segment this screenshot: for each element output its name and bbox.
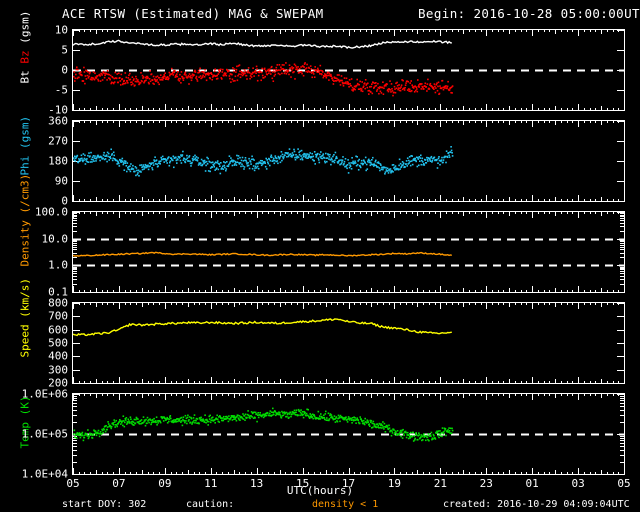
ytick-label: 1.0E+04: [21, 467, 68, 481]
yticklabels-speed: 800 700 600 500 400 300 200: [0, 298, 68, 389]
footer-caution-label: caution:: [186, 499, 235, 510]
series-bz: [73, 62, 454, 97]
xtick-label: 03: [571, 477, 585, 490]
series-bt: [73, 39, 452, 49]
footer-created: created: 2016-10-29 04:09:04UTC: [443, 499, 630, 510]
ytick-label: 0: [61, 194, 68, 208]
ytick-label: 10.0: [41, 232, 69, 246]
begin-timestamp: Begin: 2016-10-28 05:00:00UTC: [418, 6, 640, 21]
ytick-label: -10: [48, 103, 68, 117]
xtick-label: 21: [433, 477, 447, 490]
plot-canvas-phi: [73, 121, 624, 201]
ytick-label: 270: [48, 134, 68, 148]
ytick-label: 0.1: [48, 285, 68, 299]
xtick-label: 01: [525, 477, 539, 490]
xtick-label: 19: [387, 477, 402, 490]
ytick-label: 90: [54, 174, 68, 188]
xtick-label: 13: [250, 477, 264, 490]
ytick-label: 400: [48, 349, 68, 363]
ytick-label: 0: [61, 63, 68, 77]
xaxis-label: UTC(hours): [286, 484, 354, 497]
ytick-label: 800: [48, 296, 68, 310]
footer-start-doy: start DOY: 302: [62, 499, 147, 510]
panel-phi: [72, 120, 625, 202]
plot-canvas-speed: [73, 303, 624, 383]
plot-canvas-density: [73, 212, 624, 292]
ytick-label: 360: [48, 114, 68, 128]
footer-caution-value: density < 1: [312, 499, 379, 510]
ytick-label: 500: [48, 336, 68, 350]
xticklabels: 05 07 09 11 13 15 17 19 21 23 01 03 05: [0, 477, 640, 491]
plot-canvas-temp: [73, 394, 624, 474]
xtick-label: 07: [112, 477, 126, 490]
ytick-label: 600: [48, 323, 68, 337]
ytick-label: 200: [48, 376, 68, 390]
ytick-label: 1.0E+06: [21, 387, 68, 401]
yticklabels-temp: 1.0E+06 1.0E+05 1.0E+04: [0, 389, 68, 480]
yticklabels-density: 100.0 10.0 1.0 0.1: [0, 207, 69, 298]
ytick-label: 1.0: [48, 258, 68, 272]
xtick-label: 15: [295, 477, 310, 490]
ytick-label: 1.0E+05: [21, 427, 68, 441]
ytick-label: 5: [61, 43, 68, 57]
plot-canvas-mag: [73, 30, 624, 110]
ytick-label: -5: [54, 83, 68, 97]
series-speed: [73, 318, 452, 337]
ytick-label: 700: [48, 309, 68, 323]
series-temp: [73, 407, 454, 442]
xtick-label: 17: [341, 477, 356, 490]
series-density: [73, 251, 452, 257]
xtick-label: 05: [617, 477, 631, 490]
ytick-label: 10: [54, 23, 68, 37]
xtick-label: 11: [204, 477, 218, 490]
ytick-label: 180: [48, 154, 68, 168]
yticklabels-mag: 10 5 0 -5 -10: [0, 25, 68, 116]
panel-speed: [72, 302, 625, 384]
yticklabels-phi: 360 270 180 90 0: [0, 116, 68, 207]
xtick-label: 05: [66, 477, 80, 490]
page-title: ACE RTSW (Estimated) MAG & SWEPAM: [62, 6, 324, 21]
panel-density: [72, 211, 625, 293]
ytick-label: 300: [48, 363, 68, 377]
series-phi: [73, 146, 454, 177]
ytick-label: 100.0: [34, 205, 68, 219]
panel-mag: [72, 29, 625, 111]
xtick-label: 23: [479, 477, 493, 490]
panel-temp: [72, 393, 625, 475]
xtick-label: 09: [158, 477, 172, 490]
